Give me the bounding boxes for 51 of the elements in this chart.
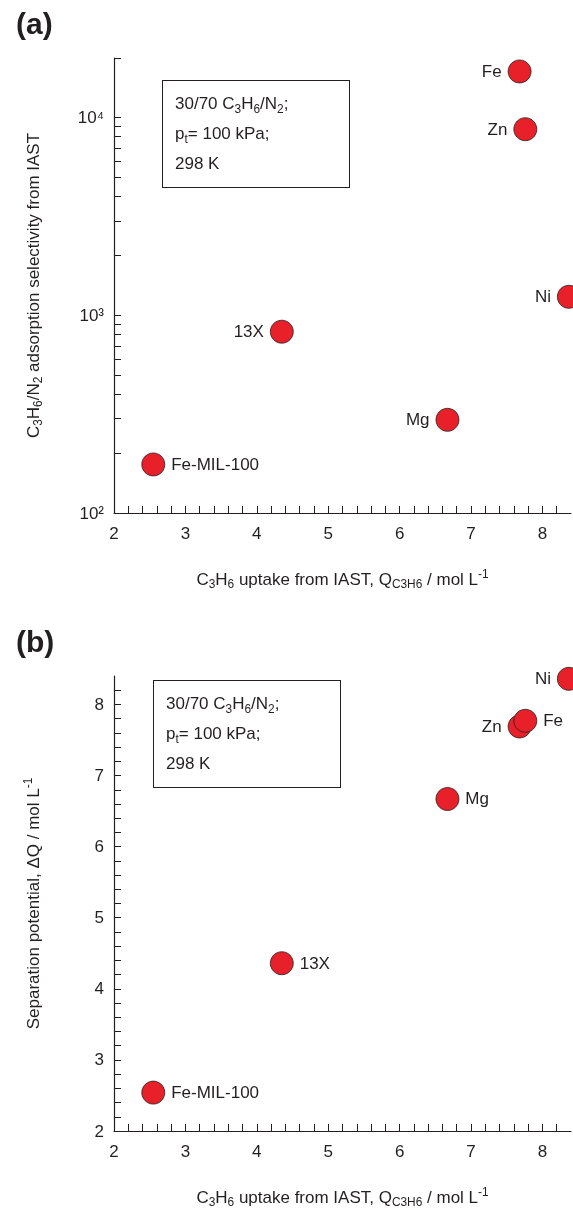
x-tick-label: 5 [323,1142,333,1161]
y-tick-label: 5 [94,908,104,928]
y-tick-label: 10² [79,503,105,523]
point [141,1080,166,1105]
point [269,319,294,344]
x-tick-label: 3 [180,524,191,543]
point [435,407,460,432]
series-label: Fe-MIL-100 [171,1083,260,1103]
point [141,452,166,477]
series-label: Ni [534,287,551,307]
x-tick-label: 3 [180,1142,191,1161]
series-label: 13X [299,953,330,973]
y-tick-label: 10³ [79,305,105,325]
series-label: 13X [233,322,264,342]
x-tick-label: 2 [109,524,119,543]
y-axis-title: C3H6/N2 adsorption selectivity from IAST [23,132,45,439]
x-tick-label: 7 [466,524,476,543]
series-label: Ni [534,669,551,689]
y-tick-label: 8 [94,694,104,714]
series-label: Mg [405,410,430,430]
series-label: Mg [465,789,489,809]
x-tick-label: 8 [537,524,548,543]
series-label: Zn [487,119,508,139]
y-axis-title: Separation potential, ΔQ / mol L-1 [21,777,43,1030]
note-frame: 30/70 C$_{3}$H$_{6}$/N$_{2}$; p$_{t}$= 100 kPa; 298 K [153,680,341,788]
y-tick-label: 7 [94,766,104,786]
series-label: Fe [481,61,502,81]
y-tick-label: 3 [94,1050,104,1070]
x-tick-label: 4 [252,1142,262,1161]
point [269,951,294,976]
x-tick-label: 8 [537,1142,548,1161]
series-label: Fe-MIL-100 [171,454,260,474]
text: (a) [16,6,53,40]
y-tick-label: 4 [94,979,104,999]
x-tick-label: 7 [466,1142,476,1161]
text: (b) [16,624,55,658]
x-tick-label: 6 [394,1142,405,1161]
x-tick-label: 5 [323,524,333,543]
series-label: Zn [481,716,502,736]
note-frame: 30/70 C$_{3}$H$_{6}$/N$_{2}$; p$_{t}$= 100 kPa; 298 K [162,80,350,188]
point [513,117,538,142]
series-label: Fe [543,711,564,731]
x-tick-label: 2 [109,1142,119,1161]
point [513,708,538,733]
point [435,787,460,811]
y-tick-label: 10⁴ [77,108,104,128]
y-tick-label: 6 [94,837,104,857]
x-tick-label: 6 [394,524,405,543]
x-tick-label: 4 [252,524,262,543]
point [507,59,532,84]
y-tick-label: 2 [94,1121,104,1141]
